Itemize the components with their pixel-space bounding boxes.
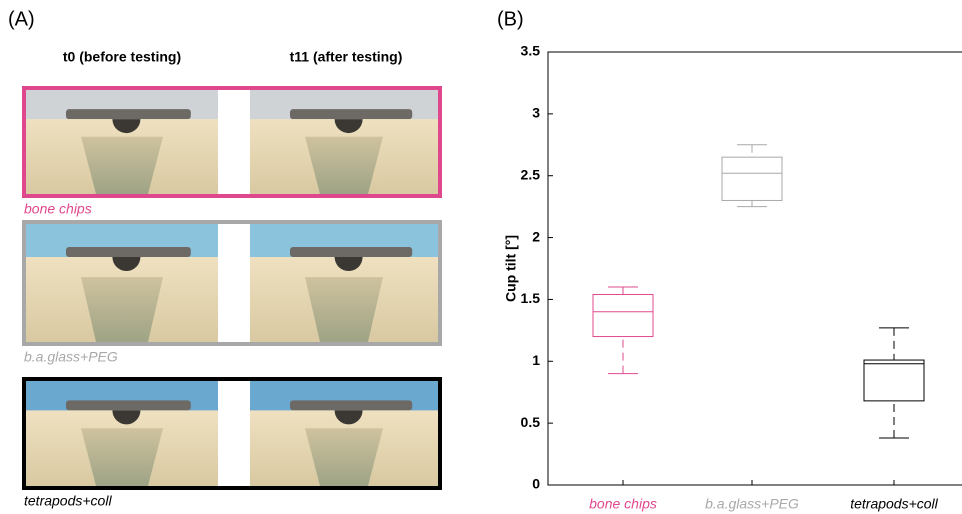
cavity — [81, 277, 163, 342]
frame — [22, 377, 442, 490]
y-tick-label: 0 — [532, 476, 540, 492]
cup — [334, 257, 363, 272]
cup — [334, 119, 363, 134]
cup-rim — [290, 109, 413, 120]
x-tick-label: bone chips — [589, 496, 657, 512]
photo — [250, 90, 438, 194]
y-tick-label: 3 — [532, 105, 540, 121]
cavity — [305, 428, 383, 486]
cavity — [81, 136, 163, 194]
y-tick-label: 0.5 — [521, 414, 541, 430]
x-tick-label: b.a.glass+PEG — [705, 496, 799, 512]
group-label: b.a.glass+PEG — [24, 349, 118, 365]
photo — [26, 90, 218, 194]
group-label: tetrapods+coll — [24, 493, 112, 509]
cup — [112, 257, 141, 272]
y-axis-label: Cup tilt [°] — [503, 235, 519, 302]
frame — [22, 86, 442, 198]
cavity — [81, 428, 163, 486]
box — [863, 359, 925, 402]
cup-rim — [290, 247, 413, 258]
y-tick-label: 1.5 — [521, 290, 541, 306]
photo — [26, 381, 218, 486]
cavity — [305, 277, 383, 342]
chart: 0 0.5 1 1.5 2 2.5 3 3.5 Cup tilt [°] bone chips b.… — [503, 43, 962, 512]
cup-rim — [66, 109, 191, 120]
frame — [22, 220, 442, 346]
photos: bone chips b.a.glass+PEG tetrapods+coll — [22, 86, 442, 509]
gap — [219, 381, 249, 486]
photo — [250, 381, 438, 486]
cup — [334, 410, 363, 425]
cavity — [305, 136, 383, 194]
y-tick-label: 1 — [532, 352, 540, 368]
panel-label: (A) — [8, 8, 35, 30]
plot-frame — [547, 51, 962, 486]
cup-rim — [66, 247, 191, 258]
cup-rim — [66, 400, 191, 411]
cup — [112, 410, 141, 425]
y-tick-label: 2 — [532, 228, 540, 244]
y-tick-label: 2.5 — [521, 166, 541, 182]
photo — [250, 224, 438, 342]
cup — [112, 119, 141, 134]
panel-label: (B) — [497, 8, 524, 30]
gap — [219, 224, 249, 342]
x-tick-label: tetrapods+coll — [850, 496, 938, 512]
photo — [26, 224, 218, 342]
y-tick-label: 3.5 — [521, 43, 541, 59]
box — [721, 156, 783, 201]
column-label: t11 (after testing) — [290, 49, 403, 65]
group-label: bone chips — [24, 201, 92, 217]
box — [592, 293, 654, 338]
column-label: t0 (before testing) — [63, 49, 181, 65]
gap — [219, 90, 249, 194]
cup-rim — [290, 400, 413, 411]
